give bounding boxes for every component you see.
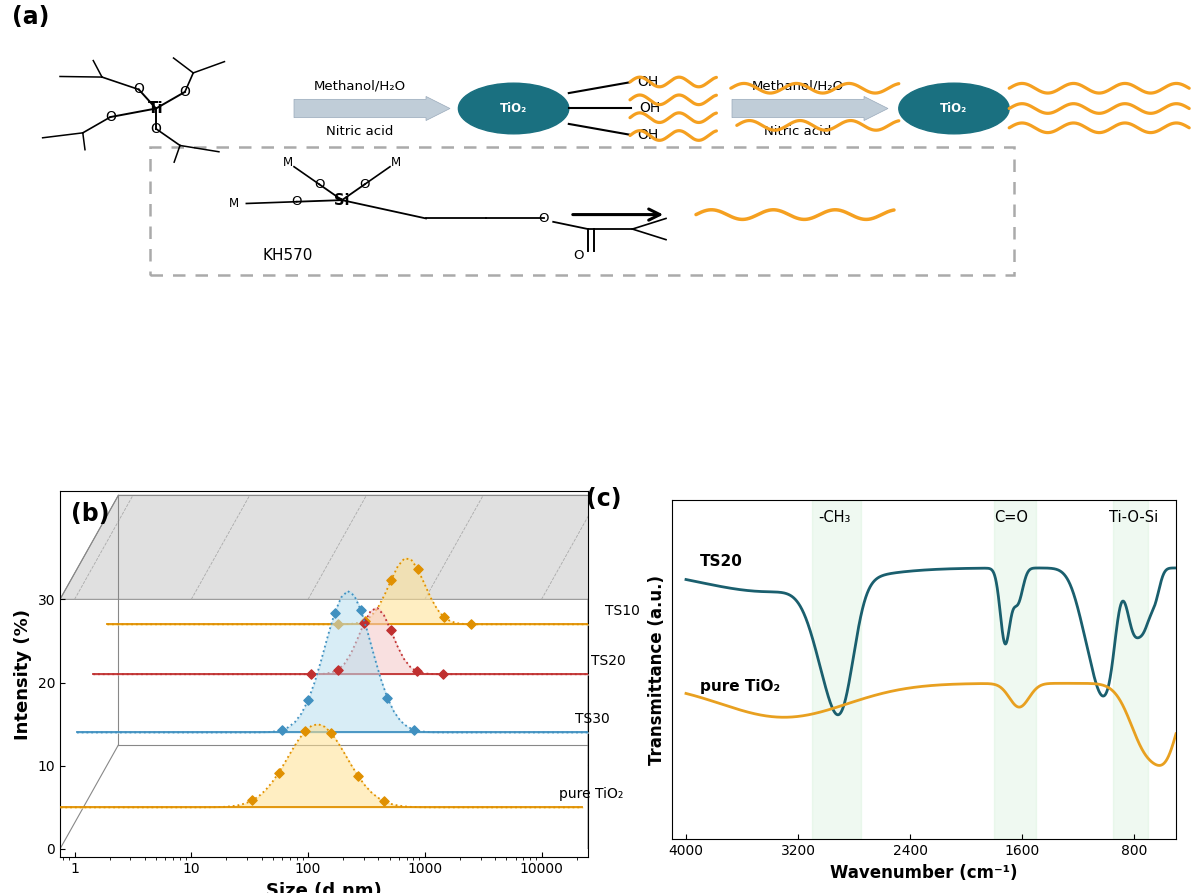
Text: TS30: TS30 (575, 712, 610, 726)
Text: O: O (574, 249, 583, 262)
Text: O: O (292, 196, 302, 208)
Text: C=O: C=O (994, 510, 1028, 525)
FancyBboxPatch shape (150, 147, 1014, 275)
Text: pure TiO₂: pure TiO₂ (700, 680, 780, 694)
FancyArrow shape (732, 96, 888, 121)
Point (348, 769, 367, 783)
Point (325, 606, 344, 621)
Point (299, 693, 318, 707)
Ellipse shape (458, 83, 569, 134)
Point (242, 793, 262, 807)
Text: M: M (229, 197, 240, 211)
X-axis label: Wavenumber (cm⁻¹): Wavenumber (cm⁻¹) (830, 864, 1018, 881)
Text: OH: OH (637, 76, 659, 89)
X-axis label: Size (d.nm): Size (d.nm) (266, 881, 382, 893)
Text: TS10: TS10 (605, 604, 640, 618)
Ellipse shape (899, 83, 1009, 134)
Text: O: O (150, 121, 162, 136)
Text: O: O (314, 178, 324, 191)
Text: TS20: TS20 (700, 554, 743, 569)
Point (354, 616, 373, 630)
Bar (1114, 500, 1148, 839)
Text: (a): (a) (12, 4, 49, 29)
Point (329, 617, 348, 631)
Polygon shape (588, 496, 647, 849)
Text: OH: OH (637, 128, 659, 141)
Point (461, 617, 480, 631)
Text: O: O (133, 82, 144, 96)
Text: -CH₃: -CH₃ (818, 510, 851, 525)
Text: Si: Si (335, 193, 349, 207)
Polygon shape (60, 496, 647, 599)
Point (352, 604, 371, 618)
Point (374, 794, 394, 808)
Text: (c): (c) (587, 487, 622, 511)
Text: O: O (104, 110, 115, 124)
Y-axis label: Intensity (%): Intensity (%) (14, 609, 32, 739)
Point (272, 723, 292, 738)
Point (328, 663, 347, 677)
Text: TS20: TS20 (592, 654, 626, 668)
Point (269, 766, 288, 780)
Text: M: M (391, 156, 401, 169)
Text: pure TiO₂: pure TiO₂ (559, 787, 623, 801)
Point (322, 726, 341, 740)
Point (407, 664, 426, 679)
Text: Ti-O-Si: Ti-O-Si (1109, 510, 1159, 525)
Text: KH570: KH570 (263, 248, 313, 263)
Text: Ti: Ti (148, 101, 164, 116)
Text: TiO₂: TiO₂ (941, 102, 967, 115)
Text: O: O (180, 85, 191, 99)
Point (434, 610, 454, 624)
FancyArrow shape (294, 96, 450, 121)
Point (404, 722, 424, 737)
Y-axis label: Transmittance (a.u.): Transmittance (a.u.) (648, 575, 666, 764)
Bar (812, 500, 862, 839)
Text: Methanol/H₂O: Methanol/H₂O (314, 79, 406, 92)
Text: Nitric acid: Nitric acid (326, 125, 394, 138)
Text: O: O (539, 212, 548, 225)
Text: Methanol/H₂O: Methanol/H₂O (752, 79, 844, 92)
Point (380, 622, 400, 637)
Bar (994, 500, 1036, 839)
Text: (b): (b) (71, 502, 109, 526)
Point (378, 690, 397, 705)
Point (433, 667, 452, 681)
Text: TiO₂: TiO₂ (500, 102, 527, 115)
Point (301, 667, 320, 681)
Point (295, 724, 314, 739)
Point (408, 562, 427, 576)
Text: O: O (360, 178, 370, 191)
Point (355, 613, 374, 628)
Text: Nitric acid: Nitric acid (764, 125, 832, 138)
Point (382, 572, 401, 587)
Text: M: M (283, 156, 293, 169)
Text: OH: OH (640, 102, 661, 115)
